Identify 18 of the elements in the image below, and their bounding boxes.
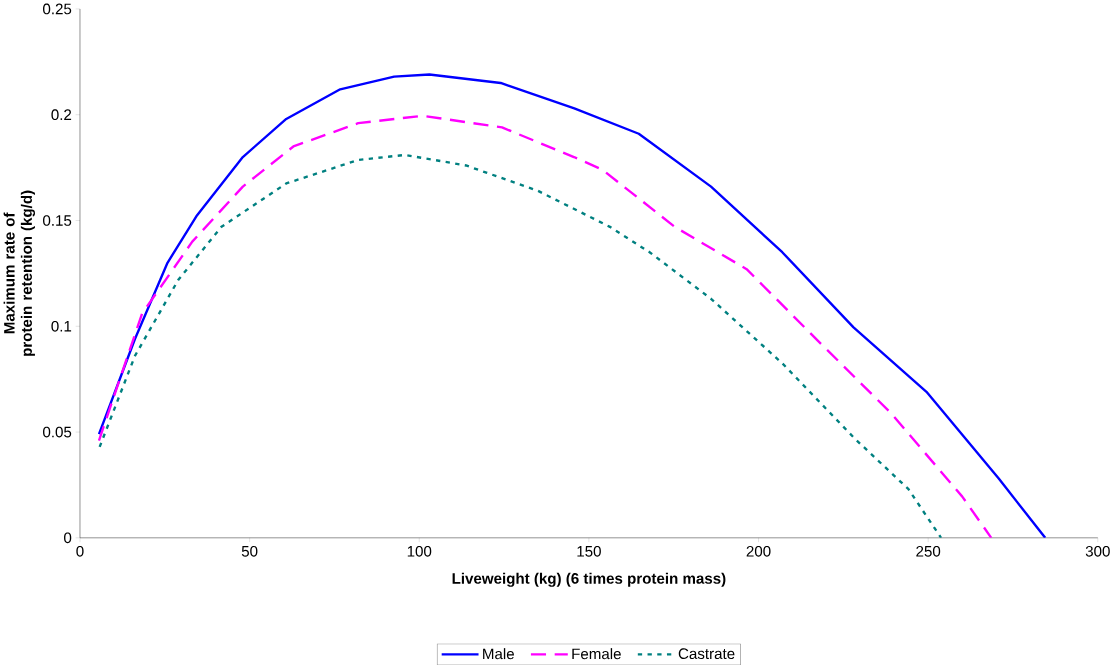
y-axis-title: Maximum rate of protein retention (kg/d) [3, 190, 36, 356]
y-tick-label: 0.1 [51, 320, 72, 332]
y-tick-label: 0.05 [43, 426, 72, 438]
y-tick-label: 0.15 [43, 215, 72, 226]
x-tick-label: 300 [1085, 545, 1110, 557]
x-tick-label: 0 [76, 545, 84, 557]
y-tick-label: 0.2 [51, 109, 72, 120]
x-tick-label: 100 [407, 545, 432, 557]
y-tick-label: 0.25 [43, 3, 72, 15]
x-tick-label: 150 [577, 545, 601, 557]
legend-label: Male [483, 648, 514, 660]
x-tick-label: 250 [916, 545, 941, 557]
legend-label: Female [572, 648, 621, 660]
x-axis-title: Liveweight (kg) (6 times protein mass) [452, 572, 726, 587]
x-tick-label: 50 [241, 545, 258, 557]
legend-label: Castrate [678, 648, 735, 659]
x-tick-label: 200 [746, 545, 771, 557]
y-tick-label: 0 [64, 532, 72, 544]
